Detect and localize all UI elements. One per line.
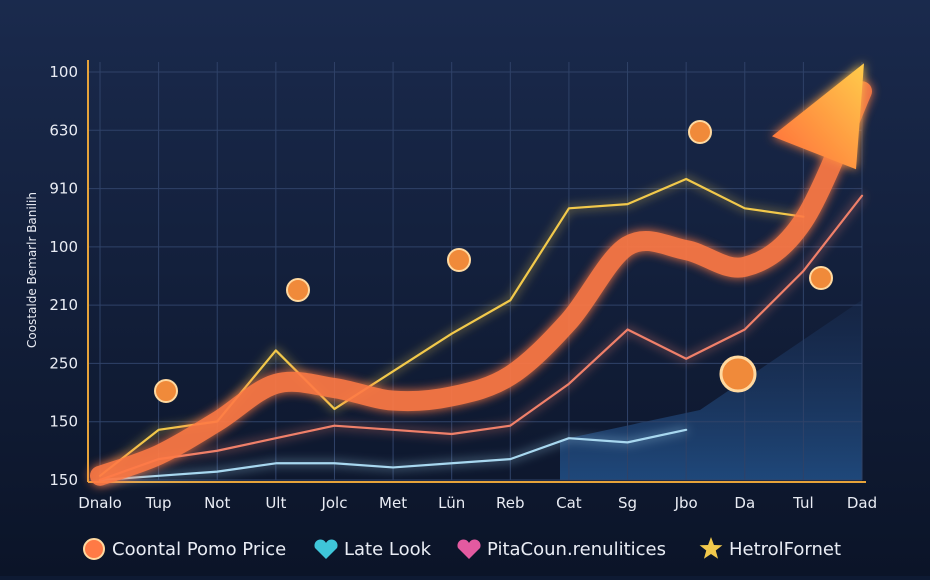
y-tick-label: 250 [49, 354, 78, 372]
coin [154, 379, 178, 403]
x-tick-label: Tul [792, 494, 814, 512]
x-tick-label: Reb [496, 494, 525, 512]
legend-label: HetrolFornet [729, 539, 841, 560]
x-tick-label: Cat [556, 494, 582, 512]
x-tick-label: Dad [847, 494, 877, 512]
coin [447, 248, 471, 272]
coin [809, 266, 833, 290]
x-tick-label: Da [734, 494, 755, 512]
y-tick-label: 210 [49, 296, 78, 314]
x-tick-label: Lün [438, 494, 465, 512]
coin [719, 355, 757, 393]
coin [688, 120, 712, 144]
legend-icon [314, 539, 338, 559]
line [98, 428, 688, 482]
x-tick-label: Tup [145, 494, 172, 512]
main-line [90, 81, 872, 486]
arrow-head [772, 63, 864, 170]
legend-icon [83, 538, 105, 560]
grid [88, 62, 863, 481]
y-tick-label: 150 [49, 471, 78, 489]
x-tick-label: Jolc [320, 494, 347, 512]
y-tick-label: 150 [49, 413, 78, 431]
x-tick-label: Met [379, 494, 407, 512]
glow-area [560, 300, 862, 480]
legend-label: Coontal Pomo Price [112, 539, 286, 560]
x-tick-label: Ult [265, 494, 286, 512]
coin [286, 278, 310, 302]
x-tick-label: Jbo [674, 494, 698, 512]
line [98, 194, 864, 482]
y-tick-label: 100 [49, 238, 78, 256]
x-tick-label: Sg [618, 494, 637, 512]
x-tick-label: Not [204, 494, 230, 512]
y-tick-label: 630 [49, 121, 78, 139]
legend-label: Late Look [344, 539, 432, 560]
y-tick-label: 910 [49, 180, 78, 198]
y-axis-title: Coostalde Bemarlr Banilih [25, 192, 39, 348]
legend-label: PitaCoun.renulitices [487, 539, 666, 560]
legend-icon [457, 539, 481, 559]
y-tick-label: 100 [49, 63, 78, 81]
legend: Coontal Pomo Price Late Look PitaCoun.renu… [83, 537, 841, 560]
legend-icon [699, 537, 723, 559]
decor [154, 120, 833, 403]
x-tick-label: Dnalo [78, 494, 122, 512]
